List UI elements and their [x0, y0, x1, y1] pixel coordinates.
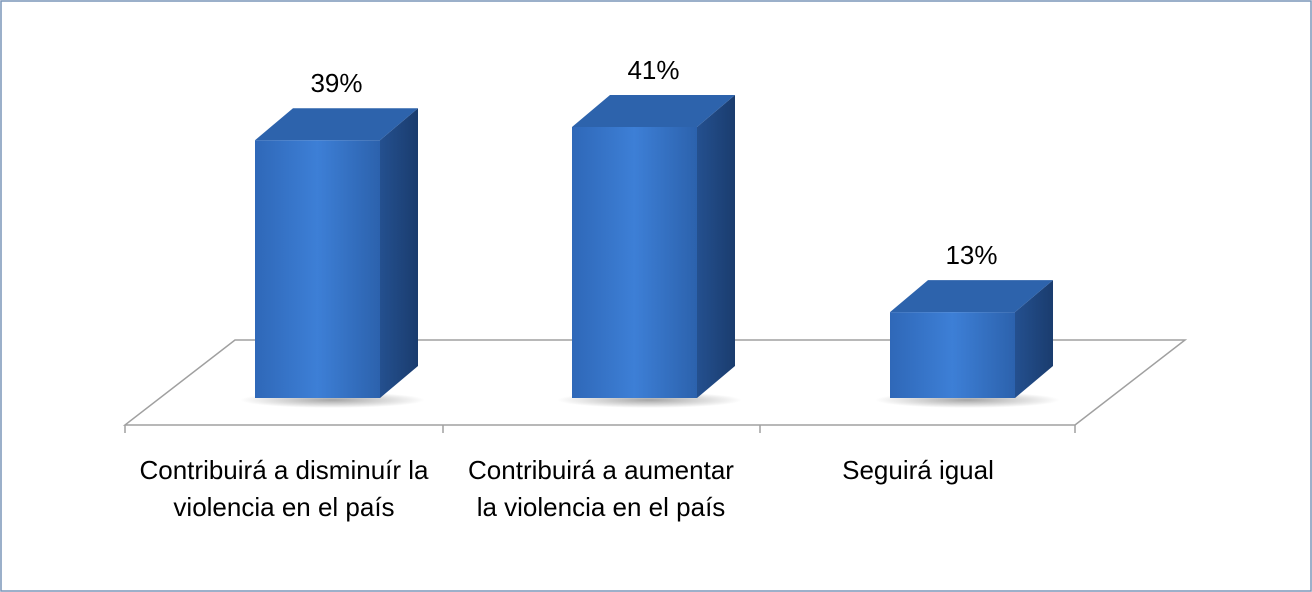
bar-front: [255, 140, 380, 398]
bar-top: [255, 108, 418, 141]
bar: [890, 280, 1053, 398]
category-label: Contribuirá a aumentar la violencia en e…: [468, 455, 734, 522]
bar-side: [697, 95, 735, 398]
bar-side: [380, 108, 418, 398]
bar-front: [890, 312, 1015, 398]
value-label: 41%: [627, 55, 679, 85]
category-label: Seguirá igual: [842, 455, 994, 485]
category-label: Contribuirá a disminuír la violencia en …: [139, 455, 429, 522]
bar: [572, 95, 735, 398]
bar-top: [572, 95, 735, 127]
bar-front: [572, 127, 697, 398]
value-label: 39%: [310, 68, 362, 98]
bar-top: [890, 280, 1053, 313]
value-label: 13%: [945, 240, 997, 270]
bar: [255, 108, 418, 398]
bar-side: [1015, 280, 1053, 398]
dividers: [124, 425, 1076, 433]
